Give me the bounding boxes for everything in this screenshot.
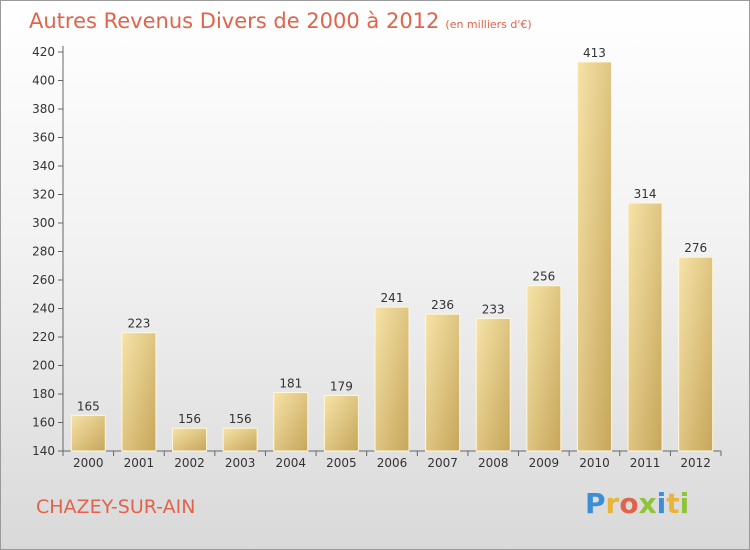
bar-value-label: 223 <box>127 317 150 331</box>
y-tick-label: 360 <box>32 131 55 145</box>
y-tick-label: 380 <box>32 102 55 116</box>
logo-letter: P <box>585 487 606 520</box>
proxiti-logo: Proxiti <box>585 487 689 520</box>
y-tick-label: 240 <box>32 302 55 316</box>
bar-value-label: 314 <box>634 187 657 201</box>
bar-value-label: 179 <box>330 379 353 393</box>
y-tick-label: 160 <box>32 416 55 430</box>
y-axis: 140 160 180 200 220 240 260 280 300 320 340 360 380 4… <box>32 45 64 458</box>
y-tick-label: 260 <box>32 273 55 287</box>
y-tick-label: 140 <box>32 444 55 458</box>
bar <box>273 392 309 452</box>
x-tick-label: 2009 <box>529 456 560 470</box>
bar <box>374 306 410 452</box>
y-tick-label: 320 <box>32 188 55 202</box>
x-tick-label: 2003 <box>225 456 256 470</box>
bar-value-label: 156 <box>229 412 252 426</box>
bar-value-label: 165 <box>77 399 100 413</box>
bar <box>526 285 562 452</box>
logo-letter: x <box>638 487 657 520</box>
bar-value-label: 236 <box>431 298 454 312</box>
bar <box>121 332 157 452</box>
logo-letter: t <box>666 487 680 520</box>
bar-value-label: 241 <box>381 291 404 305</box>
bar-value-label: 233 <box>482 302 505 316</box>
logo-letter: o <box>619 487 639 520</box>
x-tick-label: 2000 <box>73 456 104 470</box>
logo-letter: i <box>679 487 690 520</box>
x-tick-label: 2002 <box>174 456 205 470</box>
bar <box>425 313 461 452</box>
y-tick-label: 400 <box>32 74 55 88</box>
x-tick-label: 2010 <box>579 456 610 470</box>
x-tick-label: 2007 <box>427 456 458 470</box>
logo-letter: r <box>605 487 620 520</box>
bar-value-label: 276 <box>684 241 707 255</box>
x-tick-label: 2012 <box>680 456 711 470</box>
x-tick-label: 2004 <box>275 456 306 470</box>
logo-letter: i <box>656 487 667 520</box>
y-tick-label: 220 <box>32 330 55 344</box>
x-tick-label: 2005 <box>326 456 357 470</box>
chart-unit: (en milliers d'€) <box>445 18 532 31</box>
y-tick-label: 200 <box>32 359 55 373</box>
bar-value-label: 413 <box>583 46 606 60</box>
bar <box>576 61 612 452</box>
location-label: CHAZEY-SUR-AIN <box>36 496 196 518</box>
x-tick-label: 2011 <box>630 456 661 470</box>
x-tick-label: 2008 <box>478 456 509 470</box>
y-tick-label: 280 <box>32 245 55 259</box>
y-tick-label: 420 <box>32 45 55 59</box>
y-tick-label: 340 <box>32 159 55 173</box>
y-tick-label: 300 <box>32 216 55 230</box>
bars: 165 223 156 156 181 179 241 236 233 256 413 314 276 <box>70 46 714 452</box>
bar <box>222 427 258 452</box>
chart-title: Autres Revenus Divers de 2000 à 2012 (en … <box>29 9 532 33</box>
bar <box>172 427 208 452</box>
y-tick-label: 180 <box>32 387 55 401</box>
bar <box>678 256 714 452</box>
bar <box>323 394 359 452</box>
bar-value-label: 256 <box>532 270 555 284</box>
bar <box>70 414 106 452</box>
bar <box>475 317 511 452</box>
x-tick-label: 2001 <box>124 456 155 470</box>
bar <box>627 202 663 452</box>
bar-value-label: 181 <box>279 377 302 391</box>
x-axis: 2000 2001 2002 2003 2004 2005 2006 2007 2008 2009… <box>62 450 722 470</box>
chart-title-text: Autres Revenus Divers de 2000 à 2012 <box>29 9 440 33</box>
x-tick-label: 2006 <box>377 456 408 470</box>
bar-value-label: 156 <box>178 412 201 426</box>
